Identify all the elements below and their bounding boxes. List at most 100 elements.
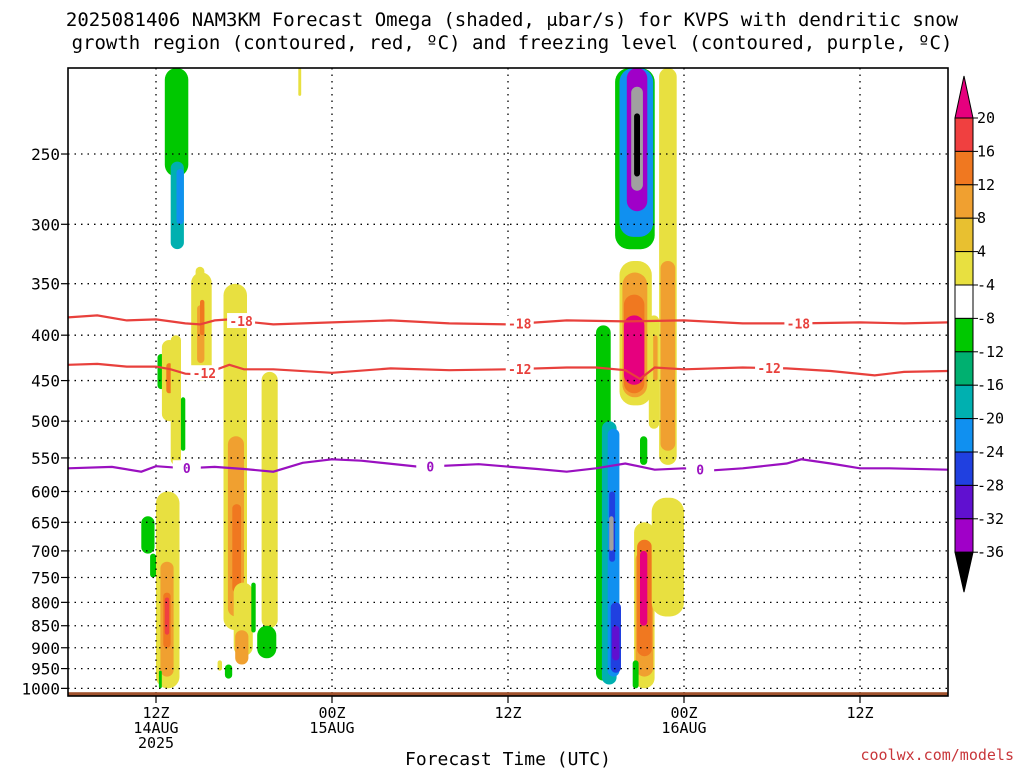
colorbar-tick-label: -8 [977, 309, 995, 327]
omega-cell [261, 371, 278, 628]
colorbar-box [954, 451, 974, 486]
omega-cell [200, 299, 205, 336]
colorbar-box [954, 317, 974, 353]
y-tick-label: 600 [31, 482, 60, 501]
isotherm-label: 0 [426, 460, 434, 475]
x-tick-label: 12Z [142, 704, 169, 722]
omega-cell [298, 68, 302, 96]
isotherm-label: -12 [508, 363, 531, 378]
colorbar-tick-label: 20 [977, 109, 995, 127]
colorbar-box [954, 284, 974, 319]
x-axis-title: Forecast Time (UTC) [405, 749, 611, 768]
omega-cell [235, 630, 249, 665]
omega-cell [609, 516, 614, 551]
colorbar-tick-label: -24 [977, 443, 1004, 461]
x-tick-label: 14AUG [133, 719, 178, 737]
y-tick-label: 850 [31, 617, 60, 636]
isotherm-label: -12 [757, 362, 780, 377]
omega-cell [232, 504, 242, 593]
omega-cell [164, 597, 170, 635]
colorbar-box [954, 117, 974, 152]
terrain-band [68, 692, 948, 696]
x-tick-label: 15AUG [309, 719, 354, 737]
isotherm-label: -18 [229, 315, 253, 330]
omega-cell [150, 553, 156, 578]
colorbar-box [954, 217, 974, 253]
x-tick-label: 12Z [494, 704, 521, 722]
x-tick-label: 00Z [318, 704, 345, 722]
isotherm-label-bg [190, 365, 219, 381]
omega-cell [224, 664, 233, 679]
terrain [68, 692, 948, 696]
omega-shading [141, 68, 684, 689]
colorbar-bottom-arrow [954, 551, 974, 593]
colorbar-tick-label: -28 [977, 476, 1004, 494]
colorbar-tick-label: -12 [977, 343, 1004, 361]
omega-cell [653, 335, 658, 381]
isotherm-contours: -18 -18 -18 -12 -12 -12 0 0 0 [68, 313, 948, 478]
isotherm-label-bg [784, 315, 813, 331]
colorbar-tick-label: -16 [977, 376, 1004, 394]
x-tick-label: 16AUG [661, 719, 706, 737]
isotherm-label: -12 [193, 367, 216, 382]
y-tick-label: 400 [31, 326, 60, 345]
colorbar-box [954, 150, 974, 186]
omega-cell [660, 261, 676, 451]
isotherm-label-bg [505, 315, 534, 331]
y-axis: 250 300 350 400 450 500 550 600 650 700 750 800 850 9… [21, 145, 68, 698]
omega-cell [170, 335, 181, 465]
y-tick-label: 500 [31, 412, 60, 431]
isotherm-label: 0 [696, 463, 704, 478]
isotherm-label-bg [227, 313, 256, 329]
chart-title-line-1: 2025081406 NAM3KM Forecast Omega (shaded… [65, 9, 959, 31]
omega-cell [141, 516, 155, 554]
omega-cell [632, 660, 639, 689]
colorbar-tick-label: -36 [977, 543, 1004, 561]
y-tick-label: 250 [31, 145, 60, 164]
grid [68, 68, 948, 696]
colorbar: 20 16 12 8 4 -4 -8 -12 -16 -20 -24 -28 -32 -36 [954, 75, 1004, 593]
isotherm-label-bg [755, 360, 784, 376]
colorbar-tick-label: -32 [977, 510, 1004, 528]
y-tick-label: 550 [31, 449, 60, 468]
x-tick-label: 2025 [138, 734, 174, 752]
colorbar-box [954, 518, 974, 553]
omega-cell [251, 582, 256, 633]
colorbar-box [954, 184, 974, 219]
isotherm-label: -18 [787, 317, 811, 332]
colorbar-tick-label: -20 [977, 410, 1004, 428]
isotherm-label: 0 [183, 462, 191, 477]
omega-cell [180, 397, 186, 451]
colorbar-tick-label: 4 [977, 243, 986, 261]
colorbar-box [954, 384, 974, 420]
y-tick-label: 900 [31, 639, 60, 658]
x-tick-label: 12Z [846, 704, 873, 722]
isotherm-label-bg [686, 461, 715, 477]
isotherm-label-bg [416, 458, 445, 474]
omega-cell [640, 550, 648, 626]
colorbar-tick-label: 12 [977, 176, 995, 194]
omega-cell [158, 670, 162, 689]
colorbar-tick-label: 8 [977, 209, 986, 227]
isotherm-label-bg [505, 360, 534, 376]
omega-cell [257, 625, 277, 659]
omega-cell [623, 315, 645, 385]
y-tick-label: 300 [31, 215, 60, 234]
colorbar-top-arrow [954, 75, 974, 119]
colorbar-box [954, 484, 974, 520]
isotherm-label: -18 [508, 318, 532, 333]
omega-cell [176, 169, 184, 225]
omega-cell [640, 436, 648, 465]
omega-cell [612, 625, 620, 661]
y-tick-label: 950 [31, 660, 60, 679]
credit-text: coolwx.com/models [860, 746, 1014, 764]
x-tick-label: 00Z [670, 704, 697, 722]
y-tick-label: 800 [31, 593, 60, 612]
colorbar-box [954, 251, 974, 286]
colorbar-box [954, 418, 974, 453]
omega-cell [634, 113, 640, 177]
y-tick-label: 650 [31, 513, 60, 532]
